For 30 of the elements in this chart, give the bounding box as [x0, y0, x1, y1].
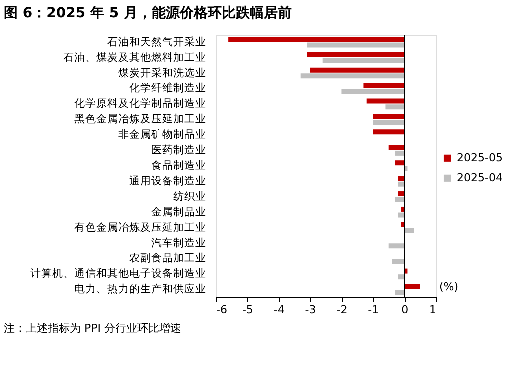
- y-tick-label: 农副食品加工业: [130, 252, 206, 265]
- text: 注：上述指标为 PPI 分行业环比增速: [4, 322, 182, 335]
- y-tick-label: 有色金属冶炼及压延加工业: [74, 220, 206, 234]
- x-tick-label: -2: [336, 304, 348, 316]
- x-tick-label: -3: [305, 304, 316, 316]
- y-tick-label: 纺织业: [174, 190, 206, 203]
- x-tick-label: 0: [402, 304, 409, 316]
- y-tick-label: 计算机、通信和其他电子设备制造业: [30, 267, 206, 280]
- y-tick-label: 金属制品业: [152, 205, 206, 218]
- y-tick-label: 食品制造业: [152, 159, 206, 172]
- x-tick-label: -1: [368, 304, 380, 316]
- x-axis-title: (%): [439, 280, 458, 294]
- legend-label: 2025-05: [457, 151, 503, 164]
- x-tick-label: -5: [242, 304, 254, 316]
- y-tick-label: 煤炭开采和洗选业: [118, 66, 206, 80]
- y-tick-label: 汽车制造业: [152, 236, 206, 250]
- y-tick-label: 石油和天然气开采业: [108, 35, 206, 48]
- y-tick-label: 电力、热力的生产和供应业: [74, 282, 206, 296]
- y-tick-label: 黑色金属冶炼及压延加工业: [74, 112, 206, 126]
- y-tick-label: 化学原料及化学制品制造业: [74, 97, 206, 110]
- y-tick-label: 医药制造业: [152, 144, 206, 157]
- y-tick-label: 化学纤维制造业: [130, 82, 206, 95]
- legend-label: 2025-04: [457, 171, 503, 184]
- x-tick-label: -4: [274, 304, 285, 316]
- y-tick-label: 石油、煤炭及其他燃料加工业: [64, 50, 206, 64]
- x-tick-label: -6: [216, 304, 228, 316]
- y-tick-label: 通用设备制造业: [130, 174, 206, 188]
- x-tick-label: 1: [430, 304, 436, 316]
- chart-title: 图 6：2025 年 5 月，能源价格环比跌幅居前: [4, 6, 292, 22]
- y-tick-label: 非金属矿物制品业: [118, 128, 206, 142]
